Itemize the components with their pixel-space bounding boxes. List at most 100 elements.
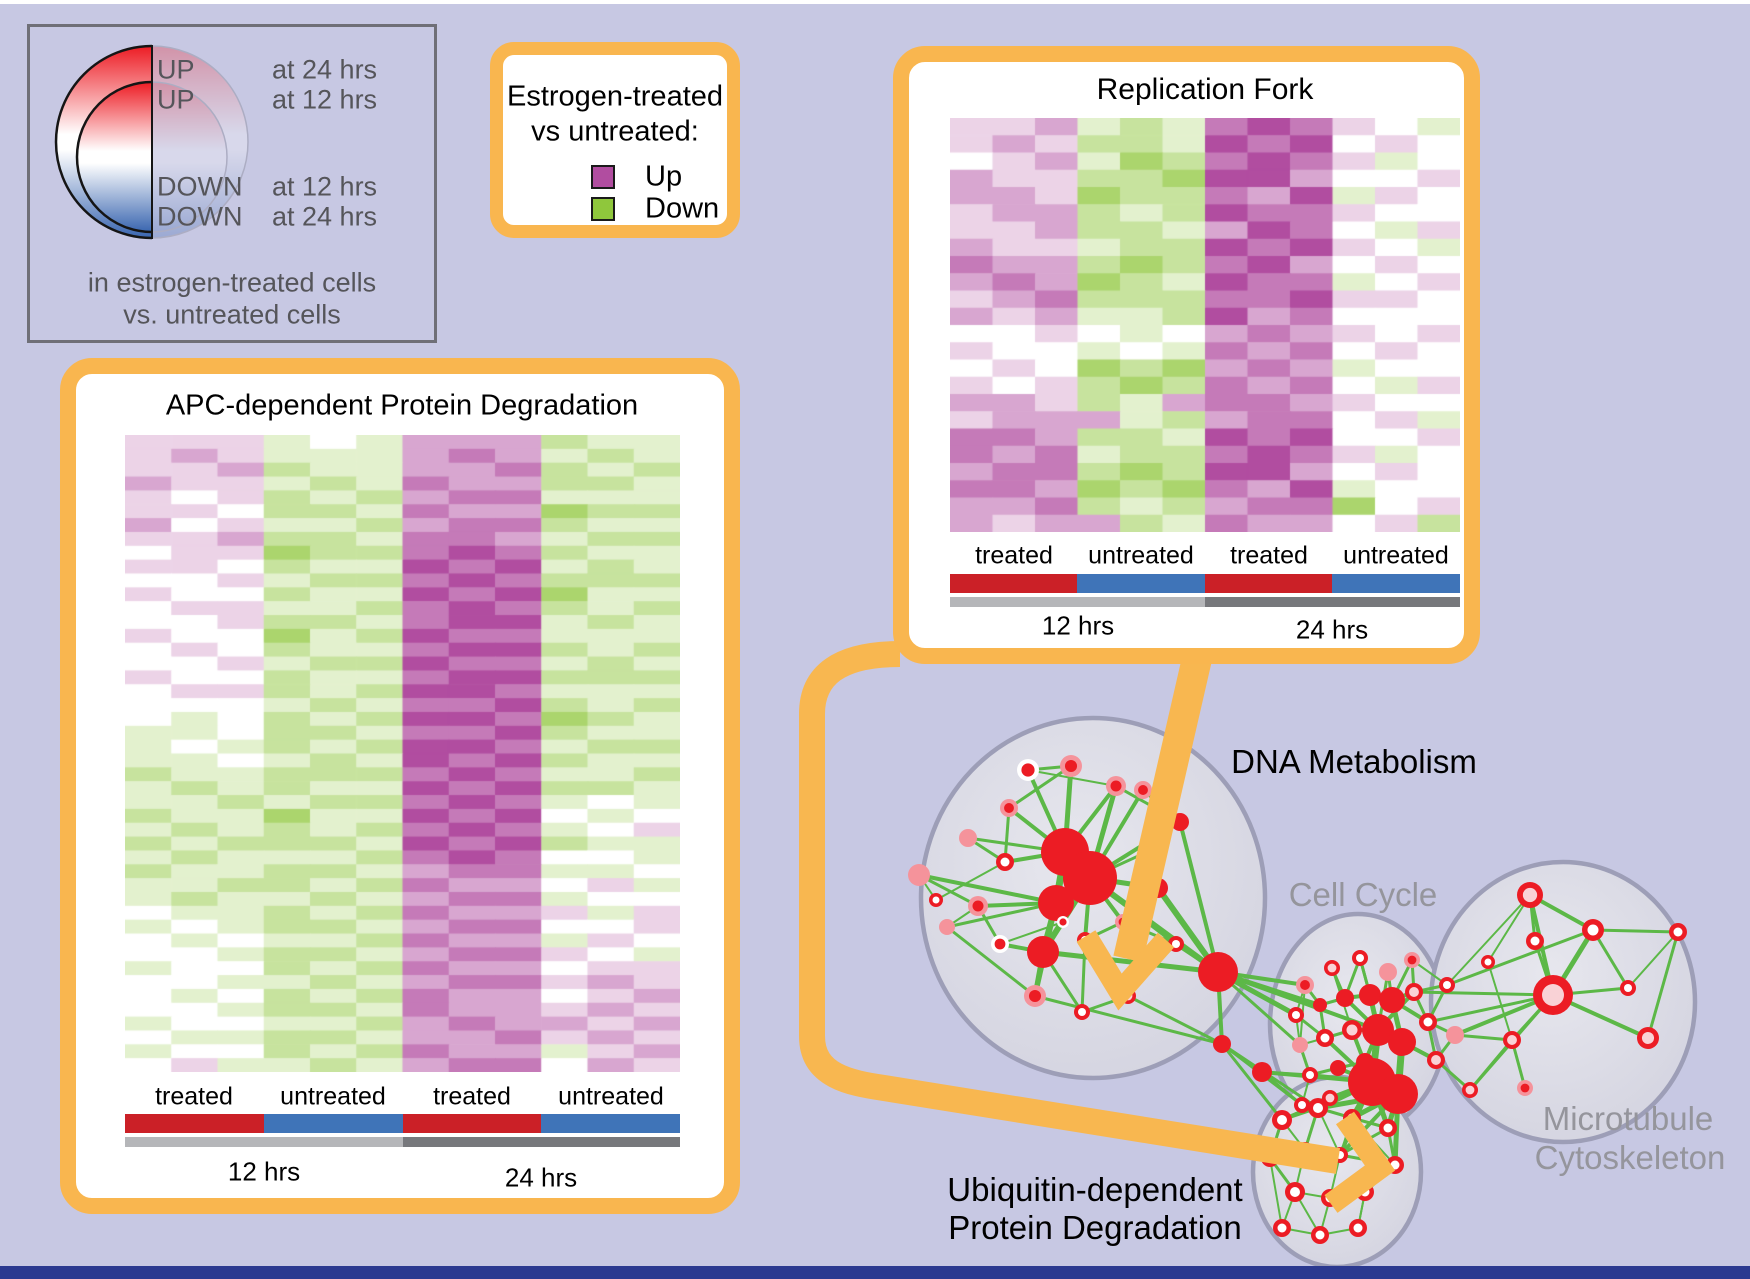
- apc-24hrs-bar: [403, 1137, 680, 1147]
- network-node: [1427, 1051, 1445, 1069]
- network-node: [1288, 1007, 1304, 1023]
- network-node: [1198, 952, 1238, 992]
- ubiquitin-label-2: Protein Degradation: [948, 1209, 1242, 1246]
- network-node: [1324, 960, 1340, 976]
- network-node: [1285, 1182, 1305, 1202]
- network-node: [1302, 1067, 1318, 1083]
- network-node: [1060, 755, 1082, 777]
- network-edge: [1591, 928, 1680, 934]
- apc-group-label: untreated: [280, 1082, 386, 1111]
- network-node: [1526, 932, 1544, 950]
- apc-12hrs-bar: [125, 1137, 403, 1147]
- network-edge: [1220, 1042, 1284, 1122]
- legend-down-12: DOWN: [157, 171, 243, 202]
- network-node: [1582, 919, 1604, 941]
- network-edge: [1445, 928, 1595, 987]
- rf-group-label: treated: [1230, 541, 1308, 570]
- arrow-replication-fork-to-dna-metabolism: [1076, 646, 1214, 1011]
- network-node: [1311, 1226, 1329, 1244]
- network-node: [996, 853, 1014, 871]
- apc-group-label: treated: [155, 1082, 233, 1111]
- network-edge: [1178, 820, 1220, 974]
- network-edge: [1269, 1157, 1283, 1229]
- network-node: [908, 864, 930, 886]
- apc-time-label-24: 24 hrs: [504, 1162, 578, 1193]
- network-node: [959, 829, 977, 847]
- network-node: [939, 919, 955, 935]
- down-color-swatch: [591, 197, 615, 221]
- network-node: [1316, 1029, 1334, 1047]
- rf-untreated-bar-24h: [1332, 574, 1460, 593]
- up-label: Up: [645, 160, 683, 193]
- apc-group-label: treated: [433, 1082, 511, 1111]
- network-node: [1533, 975, 1573, 1015]
- network-edge: [1426, 993, 1555, 1024]
- network-edge: [917, 873, 980, 908]
- legend-at-24b: at 24 hrs: [272, 201, 378, 232]
- network-node: [1388, 1028, 1416, 1056]
- apc-group-label: untreated: [558, 1082, 664, 1111]
- legend-down-24: DOWN: [157, 201, 243, 232]
- apc-untreated-bar-24h: [541, 1114, 680, 1133]
- apc-treated-bar-24h: [403, 1114, 541, 1133]
- network-node: [1419, 1013, 1437, 1031]
- network-node: [1017, 759, 1039, 781]
- rf-12hrs-bar: [950, 597, 1205, 607]
- legend-footer-2: vs. untreated cells: [123, 299, 341, 330]
- apc-panel-title: APC-dependent Protein Degradation: [165, 389, 639, 422]
- network-node: [1669, 923, 1687, 941]
- network-node: [1330, 1060, 1346, 1076]
- apc-treated-bar-12h: [125, 1114, 264, 1133]
- network-node: [1296, 976, 1314, 994]
- network-node: [1404, 952, 1420, 968]
- rf-group-label: treated: [975, 541, 1053, 570]
- updown-gradient-circles-icon: [54, 44, 249, 240]
- updown-timing-legend-box: [27, 24, 437, 343]
- page-top-margin: [0, 0, 1750, 4]
- network-edge: [1126, 994, 1224, 1046]
- network-edge: [1446, 894, 1531, 986]
- network-node: [1359, 984, 1381, 1006]
- network-node: [1106, 776, 1126, 796]
- ubiquitin-label-1: Ubiquitin-dependent: [947, 1171, 1243, 1208]
- rf-24hrs-bar: [1205, 597, 1460, 607]
- network-node: [1342, 1020, 1362, 1040]
- network-edge: [1412, 990, 1555, 997]
- network-edge: [945, 901, 1058, 929]
- network-node: [1379, 963, 1397, 981]
- network-node: [1308, 1098, 1328, 1118]
- network-node: [1517, 1080, 1533, 1096]
- microtubule-label-2: Cytoskeleton: [1534, 1139, 1726, 1176]
- network-edge: [1027, 769, 1117, 787]
- network-edge: [1627, 931, 1679, 989]
- network-node: [1439, 977, 1455, 993]
- network-node: [1252, 1062, 1272, 1082]
- down-label: Down: [645, 192, 720, 225]
- rf-group-label: untreated: [1343, 541, 1449, 570]
- apc-heatmap: [125, 435, 680, 1072]
- network-node: [1405, 983, 1423, 1001]
- network-node: [1620, 980, 1636, 996]
- network-node: [1213, 1035, 1231, 1053]
- network-node: [1349, 1219, 1367, 1237]
- network-node: [929, 893, 943, 907]
- network-node: [968, 896, 988, 916]
- network-node: [1074, 1004, 1090, 1020]
- network-edge: [935, 861, 1006, 901]
- network-node: [1272, 1110, 1292, 1130]
- apc-untreated-bar-12h: [264, 1114, 403, 1133]
- estrogen-legend-title-1: Estrogen-treated: [506, 80, 724, 113]
- network-node: [1134, 781, 1152, 799]
- network-edge: [945, 925, 1037, 998]
- rf-treated-bar-12h: [950, 574, 1077, 593]
- network-node: [1294, 1097, 1310, 1113]
- estrogen-legend-title-2: vs untreated:: [531, 115, 699, 148]
- network-node: [1481, 955, 1495, 969]
- microtubule-label-1: Microtubule: [1542, 1100, 1714, 1137]
- apc-time-label-12: 12 hrs: [227, 1156, 301, 1187]
- up-color-swatch: [591, 165, 615, 189]
- rf-untreated-bar-12h: [1077, 574, 1205, 593]
- rf-panel-title: Replication Fork: [1096, 73, 1314, 106]
- network-node: [1379, 987, 1405, 1013]
- network-edge: [1007, 764, 1073, 810]
